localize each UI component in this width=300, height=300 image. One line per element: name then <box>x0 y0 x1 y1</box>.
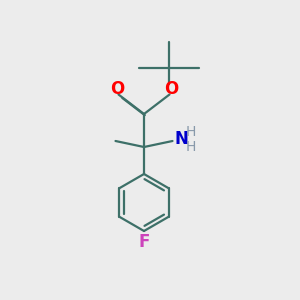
Text: O: O <box>164 80 178 98</box>
Text: H: H <box>186 125 196 139</box>
Text: N: N <box>175 130 188 148</box>
Text: H: H <box>186 140 196 154</box>
Text: O: O <box>110 80 124 98</box>
Text: F: F <box>138 233 150 251</box>
